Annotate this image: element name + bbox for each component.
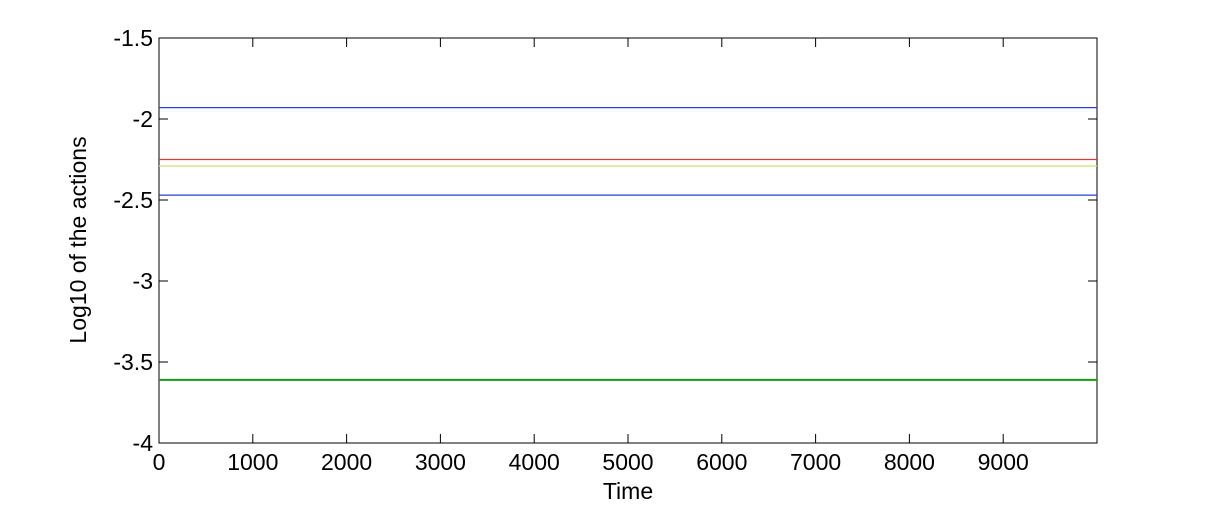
x-tick-label: 2000 (321, 449, 372, 475)
x-tick-label: 8000 (884, 449, 935, 475)
x-tick-label: 0 (153, 449, 166, 475)
plot-frame (158, 37, 1098, 444)
x-tick-label: 1000 (227, 449, 278, 475)
x-tick-label: 4000 (509, 449, 560, 475)
x-tick-label: 9000 (978, 449, 1029, 475)
x-tick-label: 3000 (415, 449, 466, 475)
y-axis-label: Log10 of the actions (65, 136, 91, 343)
y-tick-label: -4 (133, 430, 154, 456)
y-tick-label: -3.5 (113, 349, 153, 375)
x-axis-label: Time (603, 478, 653, 504)
x-tick-label: 5000 (602, 449, 653, 475)
x-tick-label: 6000 (696, 449, 747, 475)
y-tick-label: -1.5 (113, 25, 153, 51)
x-tick-label: 7000 (790, 449, 841, 475)
y-tick-label: -2.5 (113, 187, 153, 213)
y-tick-label: -3 (133, 268, 153, 294)
y-tick-label: -2 (133, 106, 153, 132)
